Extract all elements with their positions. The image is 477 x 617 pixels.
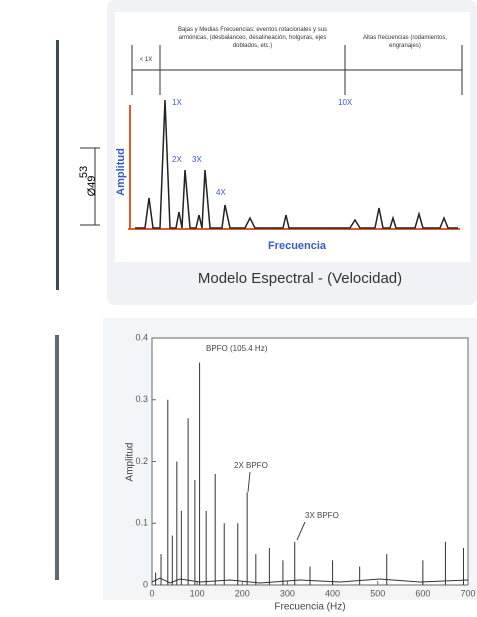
edge-strip	[56, 40, 59, 290]
caption: Modelo Espectral - (Velocidad)	[198, 270, 402, 287]
x-tick-label: 500	[370, 588, 385, 598]
range-label: Bajas y Medias Frecuencias: eventos rota…	[177, 27, 328, 49]
x-tick-label: 600	[415, 588, 430, 598]
annotation-arrow	[296, 521, 306, 541]
x-tick-label: 100	[190, 588, 205, 598]
y-label: Amplitud	[115, 148, 127, 196]
annotation: BPFO (105.4 Hz)	[206, 344, 268, 353]
annotation-arrow	[247, 471, 251, 493]
y-tick-label: 0.1	[135, 518, 148, 528]
y-tick-label: 0.3	[135, 394, 148, 404]
x-axis-label: Frecuencia (Hz)	[274, 602, 345, 613]
y-axis-label: Amplitud	[125, 443, 136, 482]
range-label: < 1X	[139, 57, 153, 63]
peak-label: 10X	[338, 98, 353, 107]
y-tick-label: 0.4	[135, 332, 148, 342]
peak-label: 1X	[172, 98, 182, 107]
annotation: 3X BPFO	[305, 511, 339, 520]
spectrum-chart: 0 0.1 0.2 0.3 0.4 0 100 200 300 400 500 600 700 BPFO …	[125, 332, 476, 612]
x-tick-label: 300	[280, 588, 295, 598]
annotation: 2X BPFO	[234, 461, 268, 470]
x-tick-label: 700	[460, 588, 475, 598]
spectrum-shape	[135, 99, 458, 229]
left-area	[0, 0, 60, 617]
edge-strip	[55, 335, 59, 580]
dimension: 53	[78, 166, 90, 178]
x-tick-label: 200	[235, 588, 250, 598]
dimension: Ø49	[86, 176, 98, 197]
y-tick-label: 0	[143, 579, 148, 589]
x-tick-label: 400	[325, 588, 340, 598]
x-label: Frecuencia	[268, 240, 327, 252]
peak-label: 3X	[192, 155, 202, 164]
noise-floor	[151, 577, 469, 584]
diagram-bg	[115, 12, 470, 262]
x-tick-label: 0	[149, 588, 154, 598]
peak-label: 2X	[172, 155, 182, 164]
y-tick-label: 0.2	[135, 456, 148, 466]
peak-label: 4X	[216, 188, 226, 197]
range-label: Altas frecuencias (rodamientos, engranaj…	[362, 35, 448, 49]
